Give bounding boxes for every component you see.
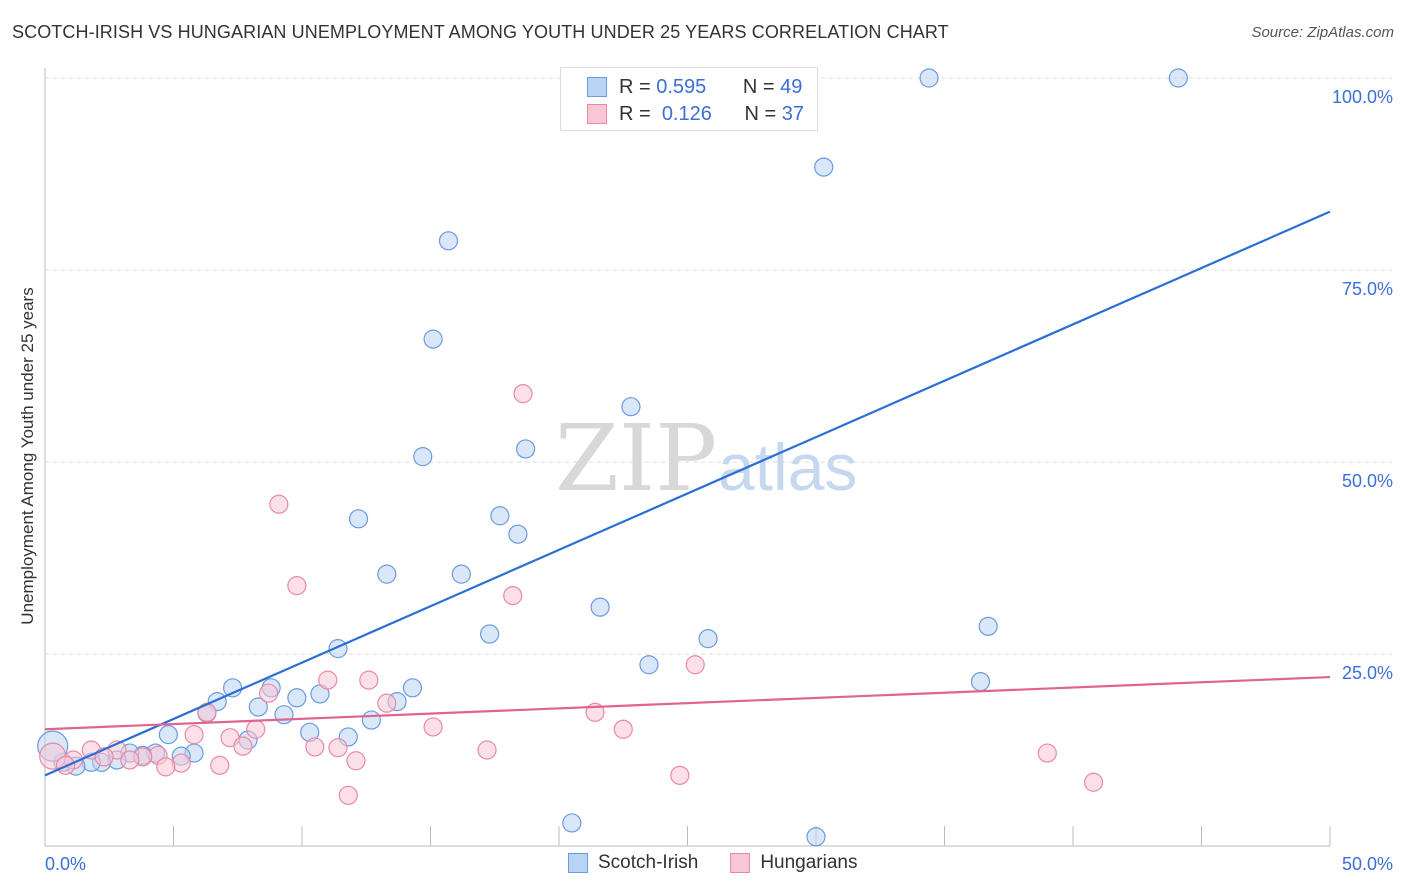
data-point-scotch-irish: [451, 564, 471, 584]
data-point-hungarians: [233, 736, 253, 756]
data-point-scotch-irish: [814, 157, 834, 177]
data-point-scotch-irish: [158, 725, 178, 745]
legend-swatch-pink: [587, 104, 607, 124]
source-label: Source: ZipAtlas.com: [1251, 24, 1394, 41]
n-label: N =: [744, 102, 777, 125]
data-point-hungarians: [305, 737, 325, 757]
legend-row-scotch-irish: R = 0.595 N = 49: [587, 75, 802, 99]
series-legend: Scotch-Irish Hungarians: [568, 852, 889, 874]
data-point-hungarians: [359, 670, 379, 690]
trend-line-hungarians: [44, 675, 1331, 731]
data-point-hungarians: [246, 719, 266, 739]
data-point-scotch-irish: [402, 678, 423, 698]
data-point-scotch-irish: [248, 697, 268, 717]
n-value: 37: [781, 102, 804, 125]
data-point-hungarians: [318, 670, 338, 690]
r-label: R =: [619, 75, 651, 98]
x-tick-label: 0.0%: [45, 854, 86, 874]
data-point-hungarians: [685, 655, 705, 675]
data-point-hungarians: [156, 757, 176, 777]
swatch-blue: [568, 853, 588, 873]
data-point-scotch-irish: [590, 597, 610, 617]
data-point-scotch-irish: [480, 624, 500, 644]
data-point-scotch-irish: [287, 688, 307, 708]
watermark: ZIP: [555, 405, 717, 512]
data-point-scotch-irish: [970, 672, 991, 692]
legend-label: Scotch-Irish: [598, 852, 699, 873]
data-point-scotch-irish: [515, 439, 536, 459]
legend-item-hungarians: Hungarians: [730, 852, 857, 874]
data-point-scotch-irish: [806, 827, 826, 847]
data-point-scotch-irish: [413, 447, 433, 467]
data-point-hungarians: [423, 717, 443, 737]
data-point-scotch-irish: [274, 705, 294, 725]
data-point-scotch-irish: [377, 564, 397, 584]
chart-title: SCOTCH-IRISH VS HUNGARIAN UNEMPLOYMENT A…: [12, 22, 949, 42]
n-label: N =: [742, 75, 775, 98]
legend-row-hungarians: R = 0.126 N = 37: [587, 102, 804, 126]
y-tick-label: 75.0%: [1342, 279, 1393, 299]
data-point-scotch-irish: [919, 68, 939, 88]
data-point-hungarians: [184, 725, 204, 745]
swatch-pink: [730, 853, 751, 873]
data-point-hungarians: [1083, 772, 1104, 792]
legend-box: R = 0.595 N = 49 R = 0.126 N = 37: [560, 67, 818, 131]
legend-item-scotch-irish: Scotch-Irish: [568, 852, 698, 874]
data-point-scotch-irish: [423, 329, 443, 349]
data-point-scotch-irish: [348, 509, 369, 529]
data-point-hungarians: [346, 751, 366, 771]
watermark-atlas: atlas: [718, 430, 857, 504]
legend-label: Hungarians: [760, 852, 858, 873]
data-point-scotch-irish: [698, 629, 718, 649]
data-point-hungarians: [210, 755, 230, 775]
data-point-hungarians: [287, 576, 307, 596]
r-value: 0.595: [656, 75, 707, 98]
n-value: 49: [780, 75, 803, 98]
legend-swatch-blue: [587, 77, 607, 97]
data-point-scotch-irish: [978, 616, 998, 636]
data-point-scotch-irish: [508, 524, 528, 544]
data-point-hungarians: [269, 494, 289, 514]
data-point-scotch-irish: [1168, 68, 1188, 88]
data-point-scotch-irish: [562, 813, 582, 833]
r-label: R =: [619, 102, 651, 125]
y-tick-label: 25.0%: [1342, 663, 1393, 683]
data-point-hungarians: [377, 693, 397, 713]
data-point-hungarians: [670, 765, 690, 785]
data-point-hungarians: [120, 750, 140, 770]
data-point-hungarians: [338, 785, 358, 805]
data-point-hungarians: [513, 384, 533, 404]
data-point-hungarians: [503, 586, 523, 606]
data-point-hungarians: [258, 683, 279, 703]
trend-line-scotch-irish: [44, 210, 1331, 777]
data-point-hungarians: [477, 740, 497, 760]
y-tick-label: 50.0%: [1342, 471, 1393, 491]
data-point-scotch-irish: [361, 710, 381, 730]
data-point-hungarians: [328, 738, 348, 758]
data-point-scotch-irish: [438, 231, 459, 251]
data-point-scotch-irish: [223, 678, 243, 698]
data-point-scotch-irish: [639, 655, 659, 675]
data-point-hungarians: [613, 719, 633, 739]
y-tick-label: 100.0%: [1332, 87, 1393, 107]
x-tick-label: 50.0%: [1342, 854, 1393, 874]
data-point-hungarians: [1037, 743, 1057, 763]
r-value: 0.126: [661, 102, 712, 125]
data-point-scotch-irish: [621, 397, 641, 417]
data-point-scotch-irish: [490, 506, 510, 526]
